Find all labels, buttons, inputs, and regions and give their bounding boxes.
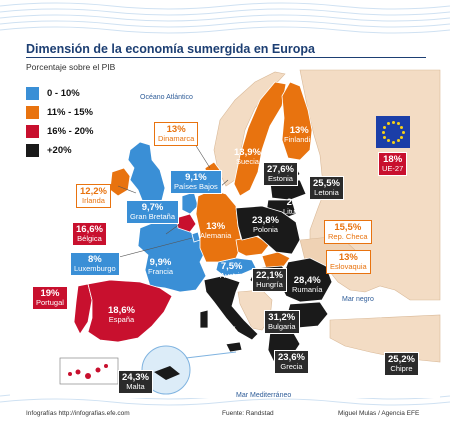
canarias-islands bbox=[68, 364, 108, 379]
label-francia: 9,9% Francia bbox=[148, 257, 174, 276]
legend-swatch-black bbox=[26, 144, 39, 157]
label-paises-bajos: 9,1% Países Bajos bbox=[170, 170, 222, 194]
sea-label-black: Mar negro bbox=[342, 296, 374, 303]
legend-label: +20% bbox=[47, 145, 72, 156]
label-polonia: 23,8% Polonia bbox=[252, 215, 279, 234]
legend: 0 - 10% 11% - 15% 16% - 20% +20% bbox=[26, 84, 118, 160]
legend-item: +20% bbox=[26, 141, 118, 160]
sea-label-med: Mar Mediterráneo bbox=[236, 392, 292, 399]
eu-flag-star bbox=[400, 125, 404, 129]
legend-item: 11% - 15% bbox=[26, 103, 118, 122]
eu-flag-star bbox=[391, 120, 395, 124]
label-portugal: 19% Portugal bbox=[32, 286, 68, 310]
eu-flag-star bbox=[396, 121, 400, 125]
sea-label-atlantic: Océano Atlántico bbox=[140, 94, 193, 101]
country-sardegna bbox=[199, 309, 209, 329]
label-dinamarca: 13% Dinamarca bbox=[154, 122, 199, 146]
label-irlanda: 12,2% Irlanda bbox=[76, 184, 111, 208]
eu-flag-star bbox=[400, 135, 404, 139]
label-grecia: 23,6% Grecia bbox=[274, 350, 309, 374]
label-rumania: 28,4% Rumanía bbox=[292, 275, 323, 294]
country-alemania bbox=[195, 189, 243, 263]
eu-flag-star bbox=[391, 140, 395, 144]
eu-flag-star bbox=[386, 121, 390, 125]
legend-label: 0 - 10% bbox=[47, 88, 80, 99]
eu-flag-star bbox=[401, 130, 405, 134]
label-espana: 18,6% España bbox=[108, 305, 135, 324]
legend-label: 11% - 15% bbox=[47, 107, 93, 118]
legend-item: 0 - 10% bbox=[26, 84, 118, 103]
eu-flag-star bbox=[386, 139, 390, 143]
legend-item: 16% - 20% bbox=[26, 122, 118, 141]
label-eslovaquia: 13% Eslovaquia bbox=[326, 250, 371, 274]
country-sicilia bbox=[225, 341, 243, 353]
country-francia bbox=[137, 219, 207, 293]
label-italia: 21,1% Italia bbox=[210, 325, 237, 344]
label-luxemburgo: 8% Luxemburgo bbox=[70, 252, 120, 276]
label-lituania: 28% Lituania bbox=[283, 197, 310, 216]
country-irlanda bbox=[109, 167, 131, 197]
eu-flag bbox=[376, 116, 410, 148]
page-subtitle: Porcentaje sobre el PIB bbox=[26, 62, 116, 72]
legend-swatch-blue bbox=[26, 87, 39, 100]
label-ue27: 18% UE-27 bbox=[378, 152, 408, 176]
label-alemania: 13% Alemania bbox=[200, 221, 232, 240]
canarias-inset bbox=[59, 357, 119, 385]
label-suecia: 13,9% Suecia bbox=[234, 147, 261, 166]
page-title: Dimensión de la economía sumergida en Eu… bbox=[26, 42, 315, 56]
country-belgica bbox=[175, 213, 197, 233]
eu-flag-star bbox=[382, 135, 386, 139]
label-finlandia: 13% Finlandia bbox=[284, 125, 315, 144]
country-finlandia bbox=[281, 81, 313, 161]
title-rule bbox=[26, 57, 426, 58]
label-rep-checa: 15,5% Rep. Checa bbox=[324, 220, 372, 244]
legend-swatch-orange bbox=[26, 106, 39, 119]
legend-swatch-red bbox=[26, 125, 39, 138]
label-chipre: 25,2% Chipre bbox=[384, 352, 419, 376]
label-letonia: 25,5% Letonia bbox=[309, 176, 344, 200]
country-eslovaquia bbox=[261, 251, 291, 269]
label-estonia: 27,6% Estonia bbox=[263, 162, 298, 186]
eu-flag-star bbox=[381, 130, 385, 134]
label-gran-bretana: 9,7% Gran Bretaña bbox=[126, 200, 180, 224]
label-belgica: 16,6% Bélgica bbox=[72, 222, 107, 246]
footer-author: Miguel Mulas / Agencia EFE bbox=[338, 410, 420, 417]
footer-source: Fuente: Randstad bbox=[222, 410, 274, 417]
country-espana bbox=[87, 279, 173, 343]
country-malta bbox=[154, 366, 180, 380]
label-austria: 7,5% Austria bbox=[220, 261, 244, 280]
country-italia bbox=[203, 275, 259, 341]
eu-flag-star bbox=[396, 139, 400, 143]
country-suecia bbox=[233, 81, 287, 197]
label-bulgaria: 31,2% Bulgaria bbox=[264, 310, 300, 334]
legend-label: 16% - 20% bbox=[47, 126, 94, 137]
label-hungria: 22,1% Hungría bbox=[252, 268, 287, 292]
label-malta: 24,3% Malta bbox=[118, 370, 153, 394]
land-balkans bbox=[237, 289, 273, 331]
eu-flag-star bbox=[382, 125, 386, 129]
country-austria bbox=[215, 257, 257, 277]
footer-credit: Infografías http://infografias.efe.com bbox=[26, 410, 130, 417]
country-polonia bbox=[235, 205, 301, 255]
country-paises-bajos bbox=[181, 191, 199, 215]
